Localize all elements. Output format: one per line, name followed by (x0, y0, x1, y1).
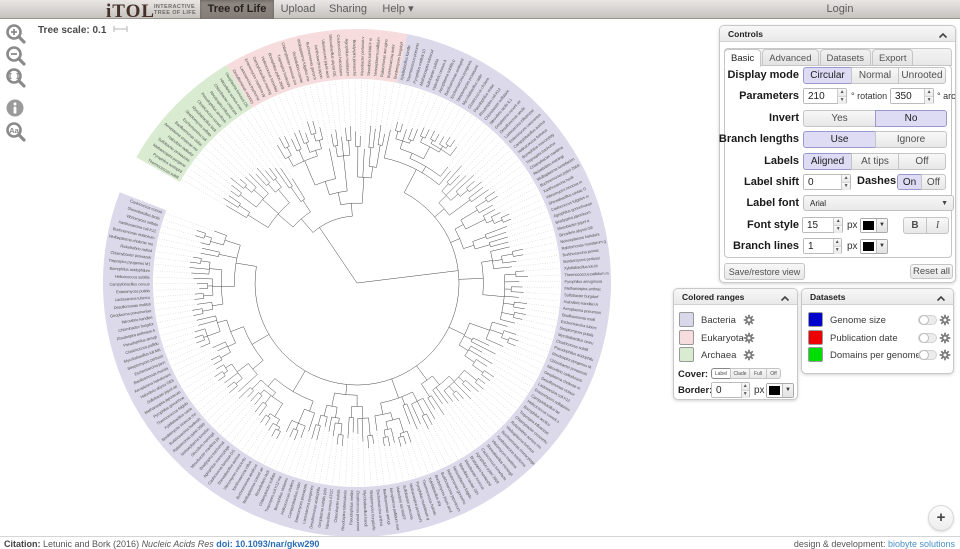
svg-text:Halovibrio loti MAFF: Halovibrio loti MAFF (395, 486, 407, 521)
svg-text:Enteromyces putida: Enteromyces putida (116, 288, 151, 294)
svg-text:Sinovibrio loti MAFF m: Sinovibrio loti MAFF m (366, 37, 373, 76)
svg-text:Burkhosarcina anthr: Burkhosarcina anthr (386, 43, 396, 78)
svg-text:Mycobabacillus kandl: Mycobabacillus kandl (362, 490, 368, 526)
svg-text:Bacillusmonas aerugi: Bacillusmonas aerugi (382, 488, 392, 525)
svg-text:Shewabacillus abyssi GE: Shewabacillus abyssi GE (328, 34, 338, 77)
svg-text:Burkhosarcina jannas: Burkhosarcina jannas (562, 247, 599, 257)
svg-text:Rickettvibrio radiod: Rickettvibrio radiod (120, 243, 152, 253)
svg-text:Methanospira anthrac: Methanospira anthrac (564, 286, 601, 292)
svg-text:Neisseplasma pallidum: Neisseplasma pallidum (373, 36, 381, 76)
svg-text:Chlorobacter putida: Chlorobacter putida (333, 489, 341, 523)
svg-text:Helicococcus subtilis: Helicococcus subtilis (115, 274, 150, 280)
svg-text:Aa: Aa (9, 126, 19, 135)
svg-text:Pseudophilus melilot: Pseudophilus melilot (348, 489, 354, 525)
svg-text:Escherisarcina anthra: Escherisarcina anthra (376, 489, 385, 527)
svg-text:Xanthosarcina japon: Xanthosarcina japon (313, 44, 324, 79)
svg-text:Streptomyces burgdorfe: Streptomyces burgdorfe (369, 490, 377, 532)
svg-text:Agrophilus muridarum: Agrophilus muridarum (344, 38, 351, 76)
svg-text:Ralstomonas aerugino: Ralstomonas aerugino (379, 38, 389, 77)
svg-text:Xylellabacillus loti M: Xylellabacillus loti M (564, 263, 598, 270)
svg-text:Mesobacter pertussis v: Mesobacter pertussis v (359, 36, 365, 75)
svg-text:Bacillusmonas melil: Bacillusmonas melil (562, 312, 596, 322)
svg-text:Geoplasma subtilis pylo: Geoplasma subtilis pylo (317, 487, 328, 528)
svg-text:Thermococcus pallidum m: Thermococcus pallidum m (564, 271, 609, 278)
svg-text:Desulfomonas meliloti: Desulfomonas meliloti (113, 301, 151, 310)
svg-text:Pyrophilus aeruginosa: Pyrophilus aeruginosa (564, 279, 602, 284)
svg-text:Bradyspira jannaschii: Bradyspira jannaschii (352, 40, 357, 76)
svg-text:Clostricoccus pneumoni: Clostricoccus pneumoni (356, 490, 361, 531)
svg-text:Rhodospira tuberculosis: Rhodospira tuberculosis (340, 490, 347, 531)
svg-text:Nitrovibrio cereus ATCC: Nitrovibrio cereus ATCC (324, 488, 334, 529)
svg-text:Trepospira pyogenes M1: Trepospira pyogenes M1 (108, 258, 151, 267)
svg-text:Halovibrio kandleri A: Halovibrio kandleri A (563, 299, 598, 307)
svg-text:Vibriomyces jejuni aeol: Vibriomyces jejuni aeol (321, 39, 331, 78)
svg-text:Nitrovibrio kandleri: Nitrovibrio kandleri (121, 315, 153, 325)
svg-text:Caulococcus halodurans: Caulococcus halodurans (336, 34, 344, 76)
svg-text:Lactosarcina tubercu: Lactosarcina tubercu (115, 295, 150, 302)
svg-text:Geoplasma pneumoniae: Geoplasma pneumoniae (110, 308, 153, 319)
svg-text:Escherisarcina tuberc: Escherisarcina tuberc (560, 319, 597, 331)
svg-text:Aeroplasma pneumoni: Aeroplasma pneumoni (563, 306, 602, 316)
svg-text:Sulfobacter burgdorf: Sulfobacter burgdorf (564, 292, 599, 299)
svg-text:Chlamybacter prowazek: Chlamybacter prowazek (110, 250, 151, 260)
svg-text:Campylobacillus cereus: Campylobacillus cereus (109, 281, 149, 286)
svg-text:Bordetmyces pertussi: Bordetmyces pertussi (563, 255, 600, 264)
svg-text:Borrephilus acidophilum: Borrephilus acidophilum (109, 266, 150, 273)
svg-text:Bordetmyces burgdorf: Bordetmyces burgdorf (392, 41, 404, 80)
